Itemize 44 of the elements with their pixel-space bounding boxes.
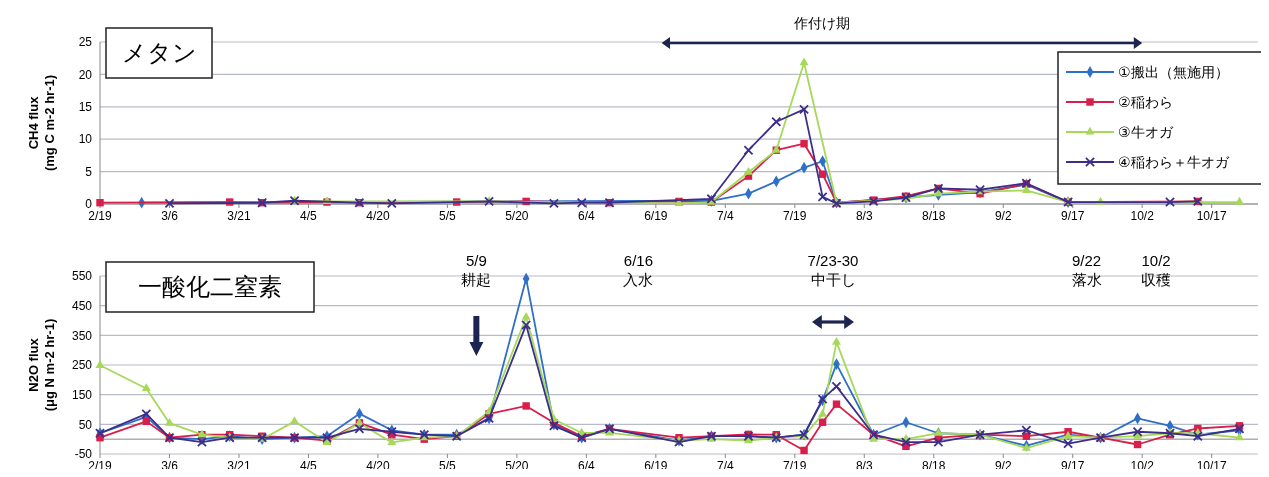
y-tick-label: 20 xyxy=(78,67,93,82)
x-tick-label: 4/5 xyxy=(300,209,318,223)
legend-label: ④稲わら＋牛オガ xyxy=(1118,153,1230,170)
x-tick-label: 10/2 xyxy=(1130,209,1155,223)
y-tick-label: 450 xyxy=(71,298,93,313)
annotation: 9/22 落水 xyxy=(1071,252,1102,288)
y-tick-label: 0 xyxy=(85,197,93,212)
x-tick-label: 10/17 xyxy=(1196,209,1228,223)
x-tick-label: 2/19 xyxy=(88,209,112,223)
x-tick-label: 9/2 xyxy=(994,209,1012,223)
legend-label: ③牛オガ xyxy=(1118,123,1174,140)
annotation: 5/9 耕起 xyxy=(461,252,492,288)
y-tick-label: 250 xyxy=(71,358,93,373)
x-tick-label: 6/4 xyxy=(578,209,596,223)
x-tick-label: 3/21 xyxy=(227,209,251,223)
y-tick-label: -50 xyxy=(74,447,93,462)
x-tick-label: 9/17 xyxy=(1061,209,1085,223)
y-axis-title: N2O flux (μg N m-2 hr-1) xyxy=(26,318,57,412)
y-axis-title: CH4 flux (mg C m-2 hr-1) xyxy=(26,74,57,172)
text: 作付け期 xyxy=(792,15,850,31)
y-tick-label: 150 xyxy=(71,387,93,402)
y-tick-label: 10 xyxy=(78,132,93,147)
x-tick-label: 5/20 xyxy=(505,209,529,223)
x-tick-label: 7/4 xyxy=(716,209,734,223)
x-tick-label: 4/20 xyxy=(366,209,390,223)
legend-label: ①搬出（無施用） xyxy=(1118,63,1229,80)
annotation: 6/16 入水 xyxy=(623,252,654,288)
y-tick-label: 15 xyxy=(78,100,93,114)
y-tick-label: 50 xyxy=(78,417,93,432)
annotation: 7/23-30 中干し xyxy=(807,252,859,288)
x-tick-label: 3/6 xyxy=(161,209,179,223)
x-tick-label: 8/3 xyxy=(855,209,873,223)
x-tick-label: 7/19 xyxy=(783,209,807,223)
x-tick-label: 5/5 xyxy=(439,209,457,223)
annotation: メタン xyxy=(121,39,197,67)
annotation: 一酸化二窒素 xyxy=(138,273,282,301)
y-tick-label: 25 xyxy=(78,35,93,50)
x-tick-label: 8/18 xyxy=(922,209,946,223)
x-tick-label: 6/19 xyxy=(644,209,668,223)
annotation: 10/2 収穫 xyxy=(1141,252,1172,288)
y-tick-label: 350 xyxy=(71,328,93,343)
y-tick-label: 5 xyxy=(85,164,93,179)
legend-label: ②稲わら xyxy=(1118,93,1173,110)
y-tick-label: 550 xyxy=(71,269,93,284)
